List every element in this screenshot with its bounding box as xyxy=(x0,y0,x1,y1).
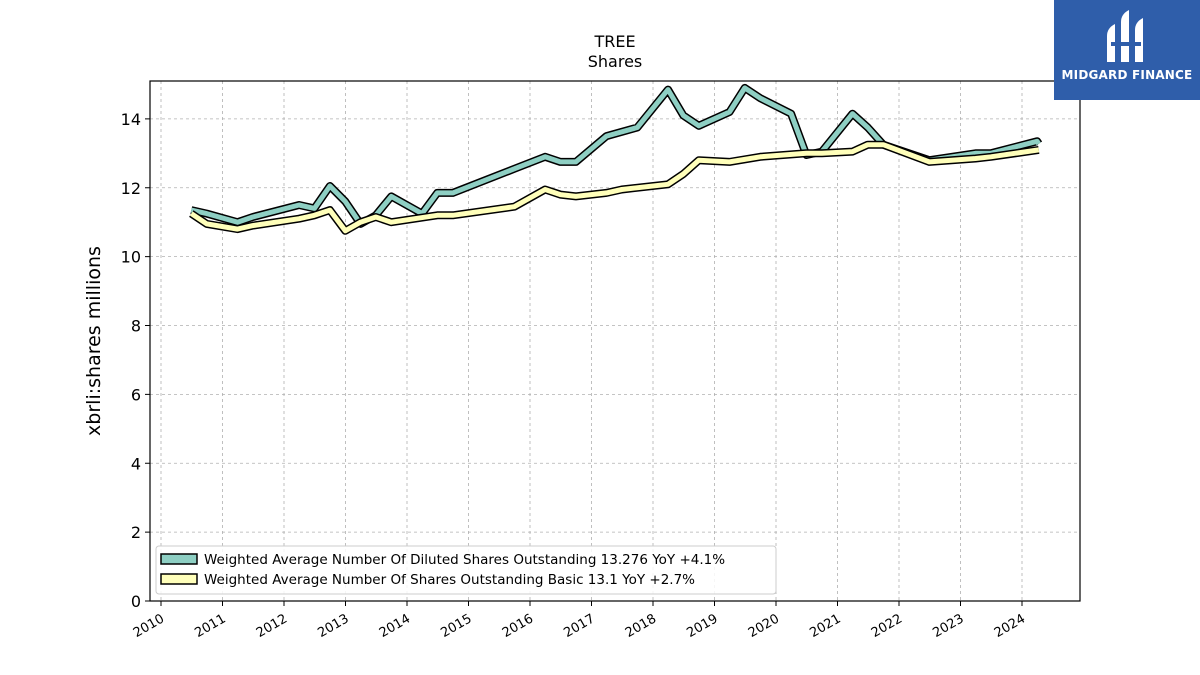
x-tick-label: 2021 xyxy=(807,611,843,641)
x-tick-label: 2011 xyxy=(192,611,228,641)
x-tick-label: 2020 xyxy=(746,611,782,641)
legend-swatch-1 xyxy=(160,553,198,565)
y-tick-label: 12 xyxy=(121,179,141,198)
x-tick-label: 2015 xyxy=(438,611,474,641)
y-axis-label: xbrli:shares millions xyxy=(83,246,105,436)
y-tick-label: 6 xyxy=(131,385,141,404)
y-tick-label: 8 xyxy=(131,317,141,336)
brand-logo: MIDGARD FINANCE xyxy=(1054,0,1200,100)
y-tick-label: 2 xyxy=(131,523,141,542)
x-tick-label: 2010 xyxy=(131,611,167,641)
legend-swatch-2 xyxy=(160,573,198,585)
chart-subtitle: Shares xyxy=(588,52,643,71)
x-tick-label: 2016 xyxy=(500,611,536,641)
legend-label-1: Weighted Average Number Of Diluted Share… xyxy=(204,552,725,568)
x-tick-label: 2023 xyxy=(930,611,966,641)
x-tick-label: 2022 xyxy=(869,611,905,641)
x-tick-label: 2017 xyxy=(561,611,597,641)
x-tick-label: 2019 xyxy=(684,611,720,641)
chart-title: TREE xyxy=(593,32,635,51)
y-tick-label: 14 xyxy=(121,110,141,129)
x-tick-label: 2018 xyxy=(623,611,659,641)
x-tick-label: 2014 xyxy=(377,611,413,641)
x-tick-label: 2013 xyxy=(315,611,351,641)
y-tick-label: 4 xyxy=(131,454,141,473)
legend-label-2: Weighted Average Number Of Shares Outsta… xyxy=(204,572,695,588)
plot-frame xyxy=(149,80,1081,602)
series-line-2 xyxy=(189,142,1040,234)
series-line-1 xyxy=(190,85,1041,227)
logo-text: MIDGARD FINANCE xyxy=(1061,68,1193,82)
y-tick-label: 10 xyxy=(121,248,141,267)
legend-box xyxy=(155,545,777,595)
logo-mark-icon xyxy=(1107,10,1143,62)
y-tick-label: 0 xyxy=(131,592,141,611)
x-tick-label: 2024 xyxy=(992,611,1028,641)
x-tick-label: 2012 xyxy=(254,611,290,641)
